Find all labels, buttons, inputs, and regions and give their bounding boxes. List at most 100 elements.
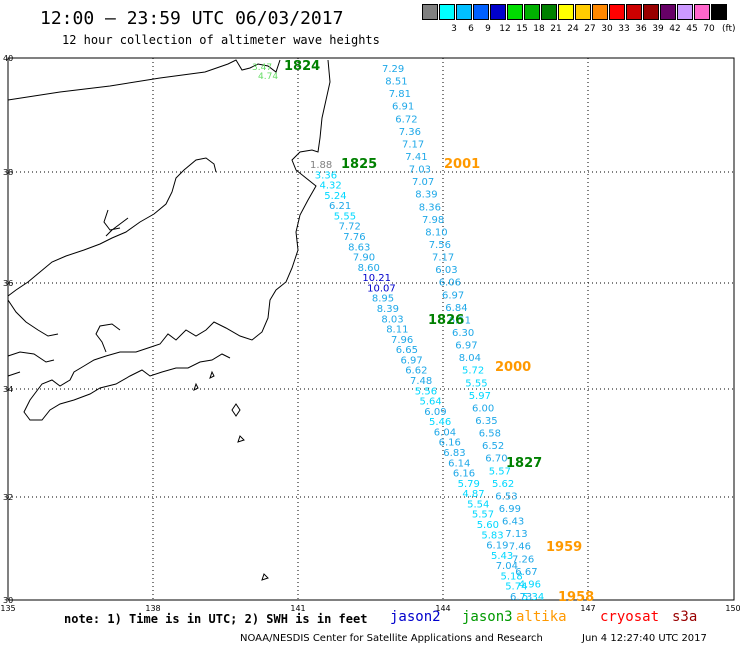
- legend-swatch: [473, 4, 489, 20]
- wave-height-label: 6.04: [434, 427, 456, 438]
- legend-tick-label: 42: [669, 24, 681, 34]
- lon-label: 147: [580, 604, 595, 613]
- satellite-name: jason3: [462, 609, 513, 625]
- pass-time-label: 1959: [546, 540, 582, 555]
- legend-tick-label: 24: [567, 24, 579, 34]
- lon-label: 138: [145, 604, 160, 613]
- legend-swatch: [439, 4, 455, 20]
- wave-height-label: 5.24: [324, 191, 346, 202]
- wave-height-label: 5.62: [492, 479, 514, 490]
- pass-time-label: 2001: [444, 157, 480, 172]
- wave-height-label: 5.43: [491, 551, 513, 562]
- lon-label: 150: [725, 604, 740, 613]
- lat-label: 38: [3, 168, 13, 177]
- wave-height-label: 4.32: [320, 181, 342, 192]
- wave-height-label: 5.72: [462, 366, 484, 377]
- wave-height-label: 7.48: [410, 376, 432, 387]
- timestamp-text: Jun 4 12:27:40 UTC 2017: [582, 633, 707, 644]
- legend-swatch: [694, 4, 710, 20]
- legend-swatch: [711, 4, 727, 20]
- wave-height-label: 6.43: [502, 517, 524, 528]
- legend-swatch: [541, 4, 557, 20]
- wave-height-label: 6.35: [475, 416, 497, 427]
- wave-height-label: 7.76: [343, 232, 365, 243]
- wave-height-label: 7.96: [391, 335, 413, 346]
- legend-swatch: [575, 4, 591, 20]
- wave-height-label: 7.90: [353, 253, 375, 264]
- wave-height-label: 7.07: [412, 177, 434, 188]
- legend-swatch: [677, 4, 693, 20]
- wave-height-label: 5.46: [429, 417, 451, 428]
- pass-time-label: 1825: [341, 157, 377, 172]
- lat-label: 36: [3, 279, 13, 288]
- wave-height-label: 10.21: [362, 273, 391, 284]
- legend-tick-label: 15: [516, 24, 528, 34]
- wave-height-label: 5.97: [469, 391, 491, 402]
- wave-height-label: 8.51: [385, 77, 407, 88]
- wave-height-label: 6.51: [449, 315, 471, 326]
- wave-height-label: 8.60: [358, 263, 380, 274]
- wave-height-label: 6.73: [510, 592, 532, 603]
- legend-swatch: [626, 4, 642, 20]
- wave-height-label: 6.52: [482, 441, 504, 452]
- wave-height-label: 4.87: [462, 489, 484, 500]
- wave-height-label: 6.53: [495, 491, 517, 502]
- pass-time-label: 2000: [495, 360, 531, 375]
- wave-height-label: 6.70: [485, 454, 507, 465]
- wave-height-label: 6.97: [401, 355, 423, 366]
- legend-swatch: [524, 4, 540, 20]
- wave-height-label: 4.74: [258, 72, 278, 82]
- wave-height-label: 6.72: [395, 114, 417, 125]
- legend-tick-label: 9: [485, 24, 491, 34]
- legend-swatch: [422, 4, 438, 20]
- satellite-name: altika: [516, 609, 567, 625]
- wave-height-label: 6.21: [329, 201, 351, 212]
- lon-label: 144: [435, 604, 450, 613]
- wave-height-labels: 3.474.741.883.364.325.246.215.557.727.76…: [252, 59, 594, 605]
- wave-height-label: 6.97: [455, 341, 477, 352]
- legend-tick-label: 45: [686, 24, 698, 34]
- satellite-name: jason2: [390, 609, 441, 625]
- wave-height-label: 6.16: [453, 469, 475, 480]
- pass-time-label: 1824: [284, 59, 320, 74]
- wave-height-label: 6.67: [515, 567, 537, 578]
- wave-height-label: 5.55: [334, 211, 356, 222]
- legend-swatch: [507, 4, 523, 20]
- wave-height-label: 5.83: [481, 530, 503, 541]
- wave-height-label: 5.57: [489, 466, 511, 477]
- wave-height-label: 8.03: [381, 314, 403, 325]
- wave-height-label: 5.18: [501, 571, 523, 582]
- legend-tick-label: 33: [618, 24, 630, 34]
- wave-height-label: 7.17: [402, 139, 424, 150]
- legend-swatch: [609, 4, 625, 20]
- lat-label: 34: [3, 385, 13, 394]
- wave-height-label: 4.96: [519, 579, 541, 590]
- wave-height-label: 5.79: [458, 479, 480, 490]
- wave-height-label: 8.36: [419, 202, 441, 213]
- legend-swatch: [592, 4, 608, 20]
- legend-swatch: [558, 4, 574, 20]
- map-frame: [7, 57, 735, 601]
- wave-height-label: 5.55: [465, 378, 487, 389]
- wave-height-label: 8.39: [415, 190, 437, 201]
- wave-height-label: 7.41: [405, 152, 427, 163]
- legend-unit: (ft): [722, 24, 736, 34]
- wave-height-label: 7.26: [512, 554, 534, 565]
- wave-height-label: 7.36: [399, 127, 421, 138]
- wave-height-label: 6.16: [439, 438, 461, 449]
- page-title: 12:00 – 23:59 UTC 06/03/2017: [40, 8, 344, 29]
- pass-time-label: 1826: [428, 313, 464, 328]
- wave-height-label: 5.34: [522, 592, 544, 603]
- wave-height-label: 5.60: [477, 520, 499, 531]
- pass-time-label: 1958: [558, 590, 594, 605]
- wave-height-label: 1.88: [310, 160, 332, 171]
- legend-tick-label: 3: [451, 24, 457, 34]
- legend-tick-label: 18: [533, 24, 545, 34]
- wave-height-label: 10.07: [367, 283, 396, 294]
- lat-label: 40: [3, 54, 13, 63]
- credit-text: NOAA/NESDIS Center for Satellite Applica…: [240, 633, 543, 644]
- wave-height-label: 6.30: [452, 328, 474, 339]
- pass-time-label: 1827: [506, 456, 542, 471]
